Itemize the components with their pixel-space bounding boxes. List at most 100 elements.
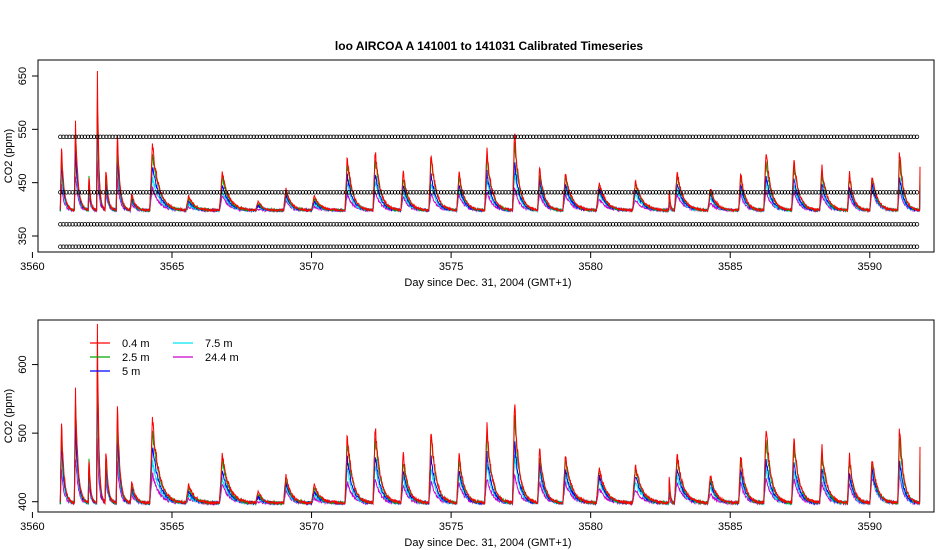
- top-reference-point: [715, 222, 720, 227]
- top-reference-point: [601, 134, 606, 139]
- top-reference-point: [527, 244, 533, 249]
- top-reference-point: [819, 244, 824, 249]
- top-reference-point: [374, 134, 379, 139]
- top-reference-point: [792, 244, 797, 249]
- top-reference-point: [171, 222, 177, 227]
- top-reference-point: [911, 190, 917, 195]
- top-reference-point: [570, 134, 576, 139]
- top-reference-point: [79, 190, 84, 195]
- top-reference-point: [822, 244, 828, 249]
- top-reference-point: [862, 222, 867, 227]
- top-reference-point: [681, 222, 686, 227]
- bottom-x-tick-label: 3560: [20, 521, 44, 533]
- top-reference-point: [97, 190, 103, 195]
- top-reference-point: [767, 222, 772, 227]
- top-reference-point: [518, 134, 524, 139]
- top-reference-point: [380, 222, 385, 227]
- top-reference-point: [328, 134, 333, 139]
- top-reference-point: [810, 222, 815, 227]
- top-reference-point: [626, 222, 631, 227]
- top-reference-point: [776, 244, 781, 249]
- top-reference-point: [745, 134, 751, 139]
- top-reference-point: [257, 190, 263, 195]
- top-reference-point: [859, 190, 864, 195]
- top-reference-point: [276, 244, 281, 249]
- legend-label: 24.4 m: [205, 352, 239, 364]
- top-reference-point: [546, 134, 551, 139]
- top-reference-point: [223, 222, 229, 227]
- top-reference-point: [70, 190, 75, 195]
- top-reference-point: [497, 244, 502, 249]
- top-reference-point: [134, 190, 140, 195]
- top-reference-point: [435, 134, 441, 139]
- top-reference-point: [331, 134, 336, 139]
- top-reference-point: [122, 190, 127, 195]
- top-reference-point: [263, 222, 269, 227]
- top-reference-point: [712, 222, 717, 227]
- top-reference-point: [745, 244, 751, 249]
- top-reference-point: [319, 190, 324, 195]
- top-reference-point: [509, 244, 514, 249]
- top-reference-point: [245, 134, 250, 139]
- top-reference-point: [577, 190, 582, 195]
- top-reference-point: [270, 244, 275, 249]
- top-reference-point: [248, 222, 253, 227]
- top-reference-point: [853, 134, 858, 139]
- top-reference-point: [831, 222, 837, 227]
- top-reference-point: [831, 134, 837, 139]
- top-reference-point: [125, 190, 131, 195]
- top-reference-point: [558, 244, 563, 249]
- top-reference-point: [313, 244, 318, 249]
- top-reference-point: [862, 134, 867, 139]
- top-reference-point: [426, 134, 431, 139]
- top-y-axis: 350 450 550 650: [17, 67, 38, 245]
- top-reference-point: [847, 222, 852, 227]
- top-reference-point: [500, 190, 505, 195]
- top-reference-point: [58, 134, 63, 139]
- top-reference-point: [644, 244, 649, 249]
- top-reference-point: [696, 134, 702, 139]
- top-reference-point: [518, 244, 524, 249]
- top-reference-point: [570, 244, 576, 249]
- top-reference-point: [466, 190, 471, 195]
- top-reference-point: [190, 244, 195, 249]
- top-reference-point: [702, 222, 708, 227]
- top-reference-point: [383, 134, 388, 139]
- top-reference-point: [816, 244, 821, 249]
- top-reference-point: [782, 222, 788, 227]
- top-reference-point: [236, 244, 241, 249]
- top-reference-point: [392, 222, 398, 227]
- top-reference-point: [331, 190, 336, 195]
- top-reference-point: [509, 134, 514, 139]
- top-reference-point: [825, 244, 831, 249]
- top-reference-point: [282, 134, 287, 139]
- top-reference-point: [730, 244, 735, 249]
- top-reference-point: [368, 134, 373, 139]
- chart-title: loo AIRCOA A 141001 to 141031 Calibrated…: [335, 39, 643, 53]
- top-reference-point: [319, 134, 324, 139]
- top-reference-point: [681, 134, 686, 139]
- top-reference-point: [463, 244, 468, 249]
- top-reference-point: [841, 244, 846, 249]
- top-reference-point: [580, 244, 585, 249]
- top-reference-point: [828, 134, 834, 139]
- top-reference-point: [656, 244, 662, 249]
- top-reference-point: [755, 222, 760, 227]
- top-reference-point: [761, 244, 766, 249]
- top-reference-point: [653, 134, 659, 139]
- top-reference-point: [196, 222, 201, 227]
- legend-label: 2.5 m: [122, 352, 150, 364]
- top-reference-point: [792, 134, 797, 139]
- top-reference-point: [211, 134, 217, 139]
- top-reference-point: [549, 222, 554, 227]
- top-reference-point: [859, 244, 864, 249]
- top-reference-point: [331, 222, 336, 227]
- top-reference-point: [217, 190, 223, 195]
- top-reference-point: [663, 190, 668, 195]
- top-reference-point: [233, 244, 238, 249]
- top-x-tick-label: 3580: [578, 261, 602, 273]
- top-reference-point: [359, 190, 364, 195]
- top-reference-point: [408, 134, 413, 139]
- top-reference-point: [147, 190, 152, 195]
- top-reference-point: [451, 222, 456, 227]
